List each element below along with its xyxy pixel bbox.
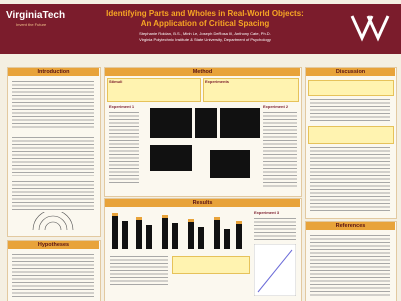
affiliation: Virginia Polytechnic Institute & State U…: [95, 37, 315, 42]
poster: VirginiaTech Invent the Future Identifyi…: [0, 0, 401, 301]
subheading: Experiments: [205, 79, 229, 84]
text-block: [109, 111, 139, 185]
text-block: [12, 80, 94, 130]
stimulus-image: [220, 108, 260, 138]
text-block: [110, 255, 168, 285]
subheading: Experiment 1: [109, 104, 134, 109]
callout: [308, 126, 394, 144]
text-block: [12, 136, 94, 176]
stimulus-image: [150, 108, 192, 138]
authors: Stephanie Roldan, B.S., Minh Le, Joseph …: [95, 31, 315, 36]
callout: [308, 80, 394, 96]
text-block: [310, 146, 390, 212]
text-block: [310, 98, 390, 122]
stimulus-image: [150, 145, 192, 171]
title: An Application of Critical Spacing: [95, 19, 315, 28]
title: Identifying Parts and Wholes in Real-Wor…: [95, 9, 315, 18]
text-block: [263, 111, 297, 187]
results-plot: [254, 244, 296, 296]
section-heading: Introduction: [8, 68, 99, 76]
figure: [30, 212, 76, 232]
text-block: [254, 217, 296, 241]
section-heading: Hypotheses: [8, 241, 99, 249]
results-chart: [108, 209, 250, 251]
subheading: Experiment 2: [263, 104, 288, 109]
stimulus-image: [210, 150, 250, 178]
section-heading: Discussion: [306, 68, 395, 76]
logo-mark: [350, 12, 390, 42]
section-heading: Results: [105, 199, 300, 207]
subheading: Stimuli: [109, 79, 122, 84]
callout: [172, 256, 250, 274]
text-block: [310, 234, 390, 296]
stimulus-image: [195, 108, 217, 138]
logo: VirginiaTech: [6, 10, 65, 21]
subheading: Experiment 3: [254, 210, 279, 215]
section-heading: Method: [105, 68, 300, 76]
section-heading: References: [306, 222, 395, 230]
text-block: [12, 180, 94, 210]
tagline: Invent the Future: [16, 22, 46, 27]
text-block: [12, 253, 94, 297]
